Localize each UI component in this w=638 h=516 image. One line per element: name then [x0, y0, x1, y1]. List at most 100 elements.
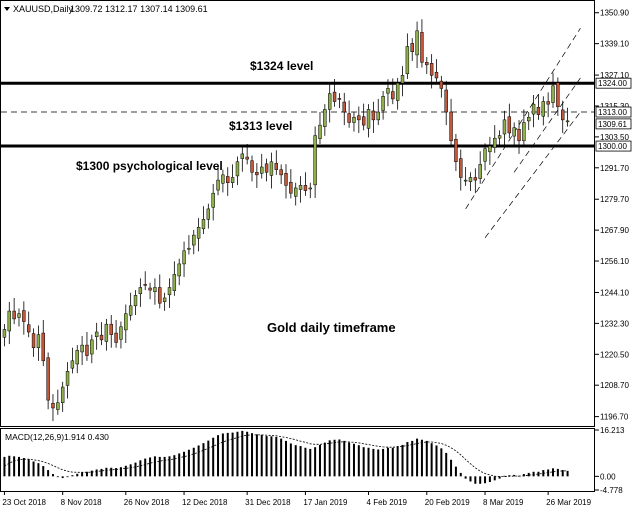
label-1324-level: $1324 level	[250, 59, 313, 73]
candle-body	[425, 61, 429, 66]
candle-body	[483, 148, 487, 162]
macd-bar	[81, 472, 84, 477]
macd-histogram	[3, 430, 569, 484]
trend-channel	[465, 28, 581, 238]
candle-body	[114, 332, 118, 343]
macd-bar	[411, 440, 414, 477]
macd-bar	[386, 447, 389, 477]
macd-bar	[425, 440, 428, 477]
candle-body	[162, 297, 167, 302]
price-tick-label: 1291.70	[600, 164, 629, 173]
candle-body	[46, 357, 50, 401]
candle-body	[148, 287, 152, 291]
candle-body	[473, 177, 478, 181]
candle-body	[31, 333, 36, 348]
candle-body	[531, 103, 536, 115]
macd-bar	[217, 435, 220, 477]
candle-body	[323, 109, 327, 127]
macd-signal-line	[4, 434, 568, 477]
candle-body	[172, 274, 177, 291]
candle-body	[366, 109, 371, 129]
candle-body	[196, 227, 201, 239]
macd-bar	[294, 445, 297, 477]
macd-bar	[105, 467, 108, 477]
candle-body	[303, 185, 308, 191]
candle-body	[36, 334, 41, 348]
macd-bar	[522, 474, 525, 477]
candle-body	[153, 287, 157, 292]
candle-body	[478, 164, 482, 179]
macd-bar	[90, 470, 93, 477]
candle-body	[352, 116, 356, 123]
candle-body	[109, 323, 113, 335]
macd-bar	[163, 456, 166, 477]
macd-bar	[333, 439, 336, 477]
candle-body	[216, 179, 220, 191]
candle-body	[454, 138, 458, 163]
symbol-label: XAUUSD,Daily	[13, 4, 74, 14]
candle-body	[260, 166, 264, 174]
macd-bar	[464, 476, 467, 479]
candle-body	[459, 158, 463, 178]
macd-bar	[255, 434, 258, 477]
macd-bar	[202, 443, 205, 477]
macd-bar	[3, 456, 6, 477]
macd-bar	[37, 463, 40, 477]
candle-body	[51, 403, 55, 409]
candle-body	[439, 80, 444, 89]
macd-bar	[285, 440, 287, 477]
candle-body	[22, 310, 26, 322]
candle-body	[429, 63, 434, 76]
macd-bar	[469, 476, 472, 482]
macd-bar	[445, 452, 448, 477]
candle-body	[99, 334, 104, 341]
macd-bar	[362, 447, 365, 477]
candle-body	[124, 313, 128, 331]
candle-body	[26, 324, 31, 333]
label-1313-level: $1313 level	[229, 119, 292, 133]
macd-bar	[338, 439, 341, 477]
candle-body	[94, 331, 99, 337]
macd-bar	[212, 437, 215, 477]
macd-bar	[275, 436, 278, 477]
candle-body	[60, 386, 65, 403]
macd-bar	[13, 456, 16, 477]
macd-bar	[396, 446, 399, 477]
macd-bar	[382, 448, 385, 477]
candle-body	[386, 88, 390, 94]
macd-bar	[309, 448, 312, 477]
candle-body	[201, 219, 206, 230]
macd-bar	[352, 443, 355, 477]
candle-body	[337, 98, 342, 100]
macd-bar	[139, 460, 142, 477]
macd-bar	[207, 440, 210, 477]
macd-bar	[178, 453, 181, 477]
macd-bar	[110, 467, 113, 477]
price-tick-label: 1339.10	[600, 40, 629, 49]
candle-body	[104, 323, 109, 342]
candle-body	[274, 163, 278, 170]
candle-body	[497, 135, 502, 139]
macd-bar	[556, 468, 559, 477]
current-price-label: 1309.61	[598, 120, 627, 129]
macd-bar	[280, 438, 283, 477]
macd-values: 1.914 0.430	[64, 432, 109, 442]
candle-body	[327, 93, 332, 110]
candle-body	[347, 113, 351, 123]
candle-body	[371, 110, 376, 121]
candle-body	[2, 329, 7, 338]
macd-bar	[226, 432, 229, 477]
candle-body	[284, 173, 288, 186]
candle-body	[226, 176, 230, 183]
candle-body	[357, 115, 361, 121]
macd-bar	[459, 472, 462, 477]
candle-body	[517, 129, 521, 142]
macd-bar	[323, 442, 326, 477]
macd-bar	[85, 471, 88, 477]
dropdown-arrow-icon[interactable]	[4, 7, 10, 11]
candle-body	[381, 96, 385, 111]
macd-bar	[372, 448, 375, 477]
candle-body	[536, 107, 541, 115]
candle-body	[7, 310, 11, 332]
candle-body	[332, 91, 337, 102]
